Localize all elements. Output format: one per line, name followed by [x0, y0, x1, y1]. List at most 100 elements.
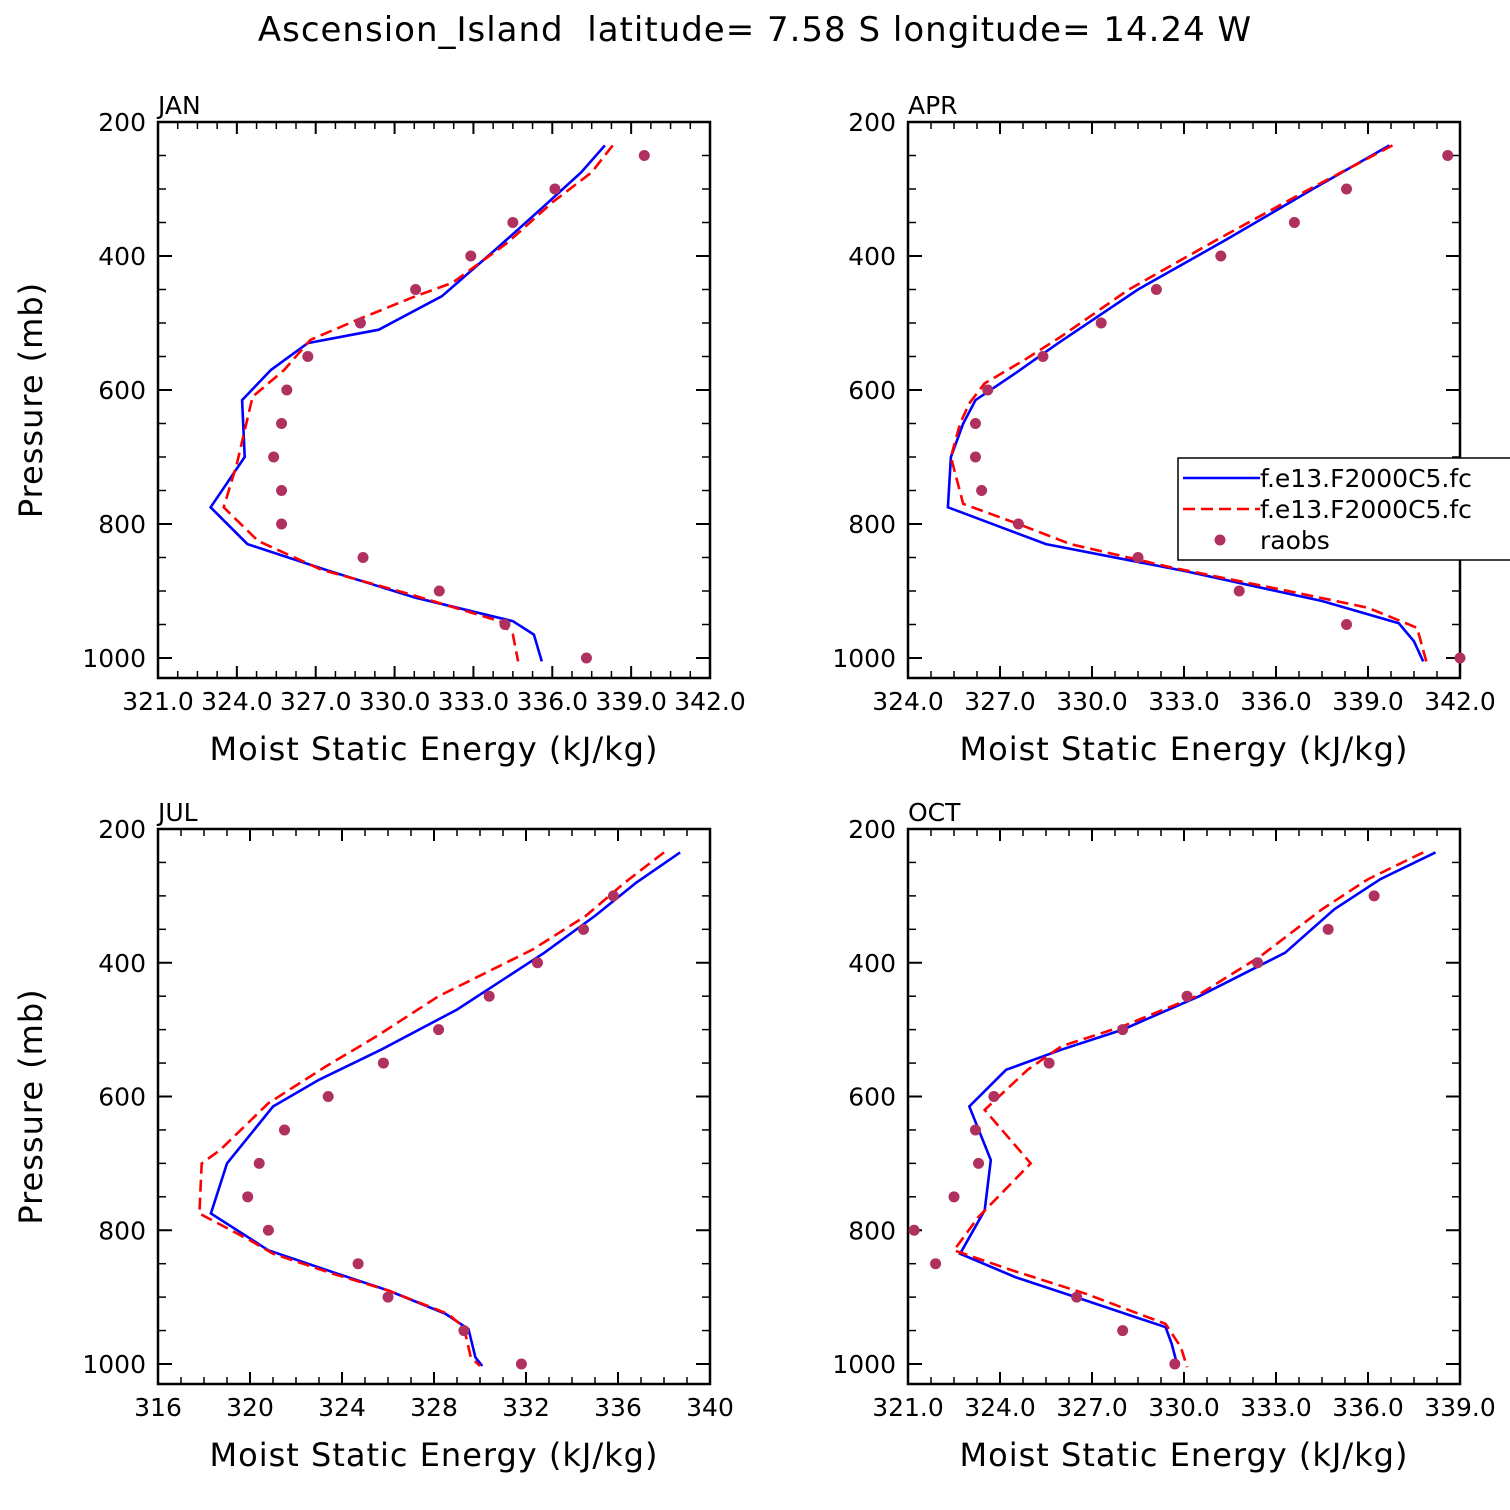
y-tick-label: 400 [848, 949, 896, 978]
raobs-point [276, 518, 288, 530]
y-tick-label: 400 [98, 242, 146, 271]
x-tick-label: 330.0 [1056, 687, 1128, 716]
raobs-point [354, 317, 366, 329]
raobs-point [1341, 183, 1353, 195]
y-tick-label: 1000 [82, 1350, 146, 1379]
x-tick-label: 316 [134, 1393, 182, 1422]
x-tick-label: 320 [226, 1393, 274, 1422]
legend-marker [1214, 534, 1226, 546]
x-tick-label: 330.0 [1148, 1393, 1220, 1422]
raobs-point [483, 990, 495, 1002]
raobs-point [382, 1291, 394, 1303]
x-tick-label: 327.0 [964, 687, 1036, 716]
raobs-point [1169, 1358, 1181, 1370]
x-tick-label: 339.0 [1424, 1393, 1496, 1422]
x-tick-label: 328 [410, 1393, 458, 1422]
panel-label: APR [908, 91, 958, 120]
panel-apr: 324.0 327.0 330.0 333.0 336.0 339.0 342.0 200 40… [832, 91, 1495, 768]
x-tick-label: 342.0 [1424, 687, 1496, 716]
y-tick-label: 600 [848, 1083, 896, 1112]
x-tick-label: 321.0 [122, 687, 194, 716]
raobs-point [1341, 619, 1353, 630]
y-tick-label: 800 [848, 1216, 896, 1245]
series-line-solid [958, 851, 1437, 1368]
series-line-solid [208, 144, 606, 662]
series-line-solid [946, 144, 1425, 662]
panel-label: JAN [156, 91, 201, 120]
raobs-point [1454, 652, 1466, 664]
panels-group: 321.0 324.0 327.0 330.0 333.0 336.0 339.0 342.0… [12, 91, 1496, 1474]
raobs-point [279, 1124, 290, 1136]
raobs-point [458, 1325, 470, 1337]
x-tick-label: 330.0 [359, 687, 431, 716]
raobs-point [410, 284, 422, 295]
raobs-point [973, 1157, 985, 1169]
raobs-point [465, 250, 477, 262]
panel-label: JUL [156, 798, 198, 827]
x-tick-label: 324.0 [964, 1393, 1036, 1422]
y-tick-label: 1000 [832, 1350, 896, 1379]
x-tick-label: 327.0 [1056, 1393, 1128, 1422]
raobs-point [1012, 518, 1024, 530]
y-tick-label: 600 [848, 376, 896, 405]
x-axis-label: Moist Static Energy (kJ/kg) [960, 1436, 1409, 1474]
raobs-point [507, 217, 519, 228]
x-tick-label: 336 [594, 1393, 642, 1422]
panel-jul: 316 320 324 328 332 336 340 200 400 600 800 1000 JUL… [12, 798, 734, 1474]
panel-label: OCT [908, 798, 961, 827]
raobs-point [515, 1358, 527, 1370]
raobs-point [352, 1258, 364, 1270]
raobs-point [1150, 284, 1162, 295]
y-tick-label: 1000 [832, 644, 896, 673]
x-axis-label: Moist Static Energy (kJ/kg) [210, 730, 659, 768]
raobs-point [1132, 552, 1144, 563]
raobs-point [268, 451, 280, 463]
y-tick-label: 800 [848, 510, 896, 539]
y-tick-label: 600 [98, 376, 146, 405]
x-tick-label: 333.0 [1240, 1393, 1312, 1422]
raobs-point [499, 619, 511, 630]
panel-jan: 321.0 324.0 327.0 330.0 333.0 336.0 339.0 342.0… [12, 91, 746, 768]
legend-label: f.e13.F2000C5.fc [1260, 495, 1472, 524]
y-tick-label: 200 [98, 108, 146, 137]
x-tick-label: 333.0 [1148, 687, 1220, 716]
y-tick-label: 400 [848, 242, 896, 271]
raobs-point [908, 1224, 920, 1236]
x-axis-label: Moist Static Energy (kJ/kg) [960, 730, 1409, 768]
series-line-solid [209, 851, 681, 1367]
x-tick-label: 336.0 [1240, 687, 1312, 716]
x-tick-label: 327.0 [280, 687, 352, 716]
raobs-point [532, 957, 543, 969]
x-tick-label: 342.0 [674, 687, 746, 716]
raobs-point [1215, 250, 1227, 262]
series-line-dashed [951, 851, 1424, 1368]
raobs-point [638, 150, 650, 161]
legend-box [1177, 457, 1510, 561]
raobs-point [549, 183, 561, 195]
y-tick-label: 800 [98, 510, 146, 539]
raobs-point [377, 1057, 389, 1069]
series-line-dashed [222, 144, 614, 662]
y-tick-label: 200 [848, 815, 896, 844]
raobs-point [242, 1191, 254, 1203]
raobs-point [1117, 1024, 1129, 1036]
y-tick-label: 200 [98, 815, 146, 844]
series-line-dashed [198, 851, 665, 1367]
x-tick-label: 324.0 [872, 687, 944, 716]
x-tick-label: 333.0 [438, 687, 510, 716]
raobs-point [276, 485, 288, 496]
y-tick-label: 600 [98, 1083, 146, 1112]
x-tick-label: 332 [502, 1393, 550, 1422]
raobs-point [969, 418, 981, 429]
raobs-point [1043, 1057, 1055, 1069]
raobs-point [1117, 1325, 1129, 1337]
legend-label: raobs [1260, 526, 1330, 555]
raobs-point [948, 1191, 960, 1203]
plot-frame [156, 827, 712, 1386]
raobs-point [1181, 990, 1193, 1002]
plot-frame [906, 827, 1462, 1386]
plot-frame [906, 120, 1462, 680]
raobs-point [281, 384, 293, 396]
y-tick-label: 400 [98, 949, 146, 978]
